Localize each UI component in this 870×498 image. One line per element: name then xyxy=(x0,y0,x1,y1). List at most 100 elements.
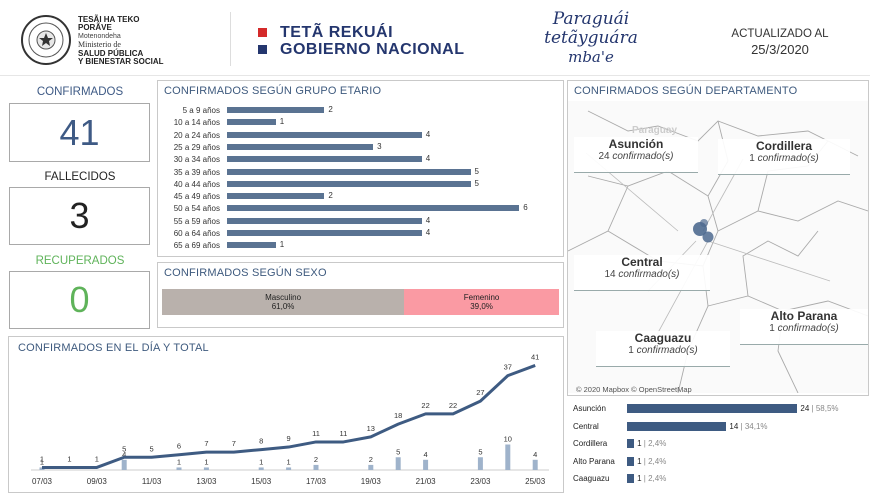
map-attribution[interactable]: © 2020 Mapbox © OpenStreetMap xyxy=(576,385,692,394)
age-row: 55 a 59 años 4 xyxy=(158,216,558,228)
department-count: 1 xyxy=(637,474,642,483)
daily-bar[interactable] xyxy=(313,464,319,470)
daily-bar-label: 1 xyxy=(177,457,181,466)
department-bar[interactable] xyxy=(627,404,798,413)
total-line[interactable] xyxy=(42,364,536,469)
age-bar[interactable] xyxy=(227,242,276,249)
total-label: 1 xyxy=(40,454,44,463)
logo-line-3: Motenondeha xyxy=(78,32,121,40)
department-bar[interactable] xyxy=(627,456,635,466)
map-label-caaguazu: Caaguazu 1 confirmado(s) xyxy=(596,331,730,367)
age-bar[interactable] xyxy=(227,205,520,212)
department-bar[interactable] xyxy=(627,474,635,483)
department-value: 1 | 2,4% xyxy=(637,439,666,448)
deaths-label: FALLECIDOS xyxy=(44,171,116,183)
department-row: Alto Parana 1 | 2,4% xyxy=(567,455,857,469)
sex-panel: CONFIRMADOS SEGÚN SEXO Masculino 61,0% F… xyxy=(157,262,564,328)
header-divider xyxy=(230,12,231,66)
cordillera-marker[interactable] xyxy=(700,219,708,227)
age-bar[interactable] xyxy=(227,131,422,138)
daily-bar-label: 1 xyxy=(40,457,44,466)
age-label: 10 a 14 años xyxy=(173,118,220,128)
sex-bar: Masculino 61,0% Femenino 39,0% xyxy=(162,289,559,315)
age-value: 4 xyxy=(425,215,431,225)
age-row: 30 a 34 años 4 xyxy=(158,154,558,166)
age-value: 5 xyxy=(474,178,479,188)
age-value: 4 xyxy=(425,154,431,164)
total-label: 11 xyxy=(340,429,348,438)
script-logo: Paraguái tetãyguára mba'e xyxy=(536,10,646,67)
total-label: 18 xyxy=(394,411,402,420)
department-bar[interactable] xyxy=(627,421,727,431)
ministry-text: TESÃI HA TEKO PORÃVE Motenondeha Ministe… xyxy=(78,15,188,66)
age-value: 2 xyxy=(328,105,333,114)
confirmed-value: 41 xyxy=(59,111,100,153)
age-row: 5 a 9 años 2 xyxy=(158,105,558,117)
age-bar[interactable] xyxy=(227,193,325,200)
department-value: 1 | 2,4% xyxy=(637,474,666,483)
total-label: 9 xyxy=(287,434,291,443)
sex-panel-title: CONFIRMADOS SEGÚN SEXO xyxy=(164,267,327,279)
daily-bar[interactable] xyxy=(368,464,374,470)
age-row: 45 a 49 años 2 xyxy=(158,191,558,203)
age-value: 4 xyxy=(425,228,431,237)
total-label: 8 xyxy=(259,437,263,446)
confirmed-label: CONFIRMADOS xyxy=(36,86,124,98)
age-bar[interactable] xyxy=(227,143,374,150)
age-bar[interactable] xyxy=(227,156,422,163)
x-tick-label: 13/03 xyxy=(196,477,217,486)
age-bar[interactable] xyxy=(227,107,325,113)
daily-bar[interactable] xyxy=(423,459,429,470)
daily-bar[interactable] xyxy=(532,459,538,470)
x-tick-label: 25/03 xyxy=(525,477,546,486)
daily-bar[interactable] xyxy=(203,467,209,470)
age-bar[interactable] xyxy=(227,119,276,126)
ministry-seal-icon xyxy=(21,15,71,65)
daily-bar-label: 2 xyxy=(314,455,318,464)
age-label: 65 a 69 años xyxy=(173,241,220,251)
map-label-asuncion: Asunción 24 confirmado(s) xyxy=(574,137,698,173)
age-value: 4 xyxy=(425,129,431,139)
age-value: 1 xyxy=(279,117,285,127)
daily-bar[interactable] xyxy=(258,467,264,470)
department-value: 1 | 2,4% xyxy=(637,457,666,466)
x-tick-label: 07/03 xyxy=(32,477,53,486)
x-tick-label: 15/03 xyxy=(251,477,272,486)
age-row: 60 a 64 años 4 xyxy=(158,228,558,240)
age-value: 1 xyxy=(279,240,285,250)
department-bar[interactable] xyxy=(627,439,635,448)
daily-bar[interactable] xyxy=(477,457,483,470)
map-label-name: Central xyxy=(621,255,663,269)
daily-bar[interactable] xyxy=(176,467,182,470)
total-label: 6 xyxy=(177,442,181,451)
daily-bar-label: 1 xyxy=(287,457,291,466)
department-name: Asunción xyxy=(573,404,606,413)
header: TESÃI HA TEKO PORÃVE Motenondeha Ministe… xyxy=(0,0,870,76)
age-bar[interactable] xyxy=(227,168,471,175)
department-count: 14 xyxy=(729,421,739,431)
age-row: 40 a 44 años 5 xyxy=(158,179,558,191)
daily-bar[interactable] xyxy=(121,459,127,470)
daily-bar[interactable] xyxy=(395,457,401,470)
daily-bar[interactable] xyxy=(286,467,292,470)
department-percent: | 2,4% xyxy=(641,456,667,466)
deaths-value: 3 xyxy=(69,195,90,236)
x-tick-label: 09/03 xyxy=(87,477,108,486)
department-name: Cordillera xyxy=(573,439,608,448)
central-marker[interactable] xyxy=(702,231,714,243)
age-bar[interactable] xyxy=(227,230,422,236)
daily-bar-label: 1 xyxy=(259,457,263,466)
age-bar[interactable] xyxy=(227,180,471,187)
total-label: 11 xyxy=(312,429,320,438)
daily-bar-label: 4 xyxy=(424,450,428,459)
age-value: 6 xyxy=(523,203,528,213)
department-value: 14 | 34,1% xyxy=(729,422,767,431)
department-count: 1 xyxy=(637,439,642,448)
map-label-count: 24 confirmado(s) xyxy=(598,151,674,162)
department-row: Cordillera 1 | 2,4% xyxy=(567,437,857,451)
age-bar[interactable] xyxy=(227,217,422,224)
daily-bar[interactable] xyxy=(505,444,511,471)
department-chart: Asunción 24 | 58,5% Central 14 | 34,1% Cordi… xyxy=(567,402,869,494)
map-label-count: 14 confirmado(s) xyxy=(604,269,680,280)
